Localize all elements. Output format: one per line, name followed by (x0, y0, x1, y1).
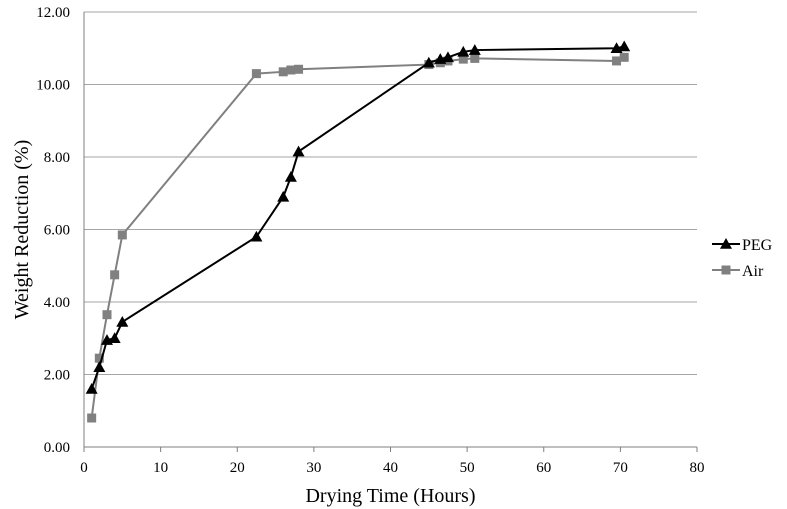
data-point-air (294, 64, 304, 74)
x-tick-labels: 0 10 20 30 40 50 60 70 80 (80, 460, 704, 476)
legend-marker-air (721, 265, 731, 275)
data-point-peg (441, 51, 454, 63)
legend-item-peg: PEG (712, 237, 773, 254)
data-point-air (94, 353, 104, 363)
x-tick-label: 60 (536, 460, 551, 476)
data-point-peg (468, 44, 481, 55)
y-tick-label: 12.00 (36, 5, 70, 21)
x-tick-label: 50 (460, 460, 475, 476)
x-tick-label: 20 (230, 460, 245, 476)
data-point-air (612, 56, 622, 66)
data-point-air (102, 310, 112, 320)
data-point-air (251, 69, 261, 79)
data-point-air (470, 53, 480, 63)
x-tick-label: 40 (383, 460, 398, 476)
data-point-peg (116, 315, 129, 327)
data-point-air (87, 413, 97, 423)
y-tick-label: 8.00 (44, 150, 70, 166)
data-point-peg (618, 40, 631, 52)
data-point-peg (284, 170, 297, 182)
y-axis-title: Weight Reduction (%) (11, 140, 33, 319)
y-tick-label: 0.00 (44, 440, 70, 456)
x-axis-title: Drying Time (Hours) (305, 485, 475, 507)
data-point-air (458, 54, 468, 64)
x-tick-label: 30 (306, 460, 321, 476)
series-air (87, 52, 629, 423)
data-point-peg (292, 145, 305, 157)
data-point-air (117, 230, 127, 240)
y-tick-label: 4.00 (44, 295, 70, 311)
legend-marker-peg (720, 238, 732, 249)
data-point-air (110, 270, 120, 280)
y-tick-labels: 0.00 2.00 4.00 6.00 8.00 10.00 12.00 (36, 5, 70, 456)
x-tick-label: 70 (613, 460, 628, 476)
data-point-peg (457, 45, 470, 57)
x-tick-label: 0 (80, 460, 88, 476)
x-tick-label: 80 (690, 460, 705, 476)
series-line-peg (90, 45, 625, 390)
data-point-peg (422, 56, 435, 68)
data-point-peg (108, 332, 121, 344)
series-layer (85, 40, 631, 423)
legend-label-peg: PEG (742, 237, 773, 254)
x-tick-label: 10 (153, 460, 168, 476)
data-point-peg (277, 190, 290, 202)
data-point-peg (93, 361, 106, 373)
series-peg (85, 40, 631, 394)
data-point-peg (85, 383, 98, 394)
data-point-air (286, 65, 296, 75)
data-point-air (619, 52, 629, 62)
y-tick-label: 10.00 (36, 78, 70, 94)
data-point-air (278, 67, 288, 77)
legend-label-air: Air (742, 263, 764, 280)
axes (83, 12, 698, 452)
y-tick-label: 2.00 (44, 368, 70, 384)
y-tick-label: 6.00 (44, 223, 70, 239)
data-point-peg (250, 230, 263, 242)
legend-item-air: Air (712, 263, 764, 280)
legend: PEG Air (712, 237, 773, 280)
